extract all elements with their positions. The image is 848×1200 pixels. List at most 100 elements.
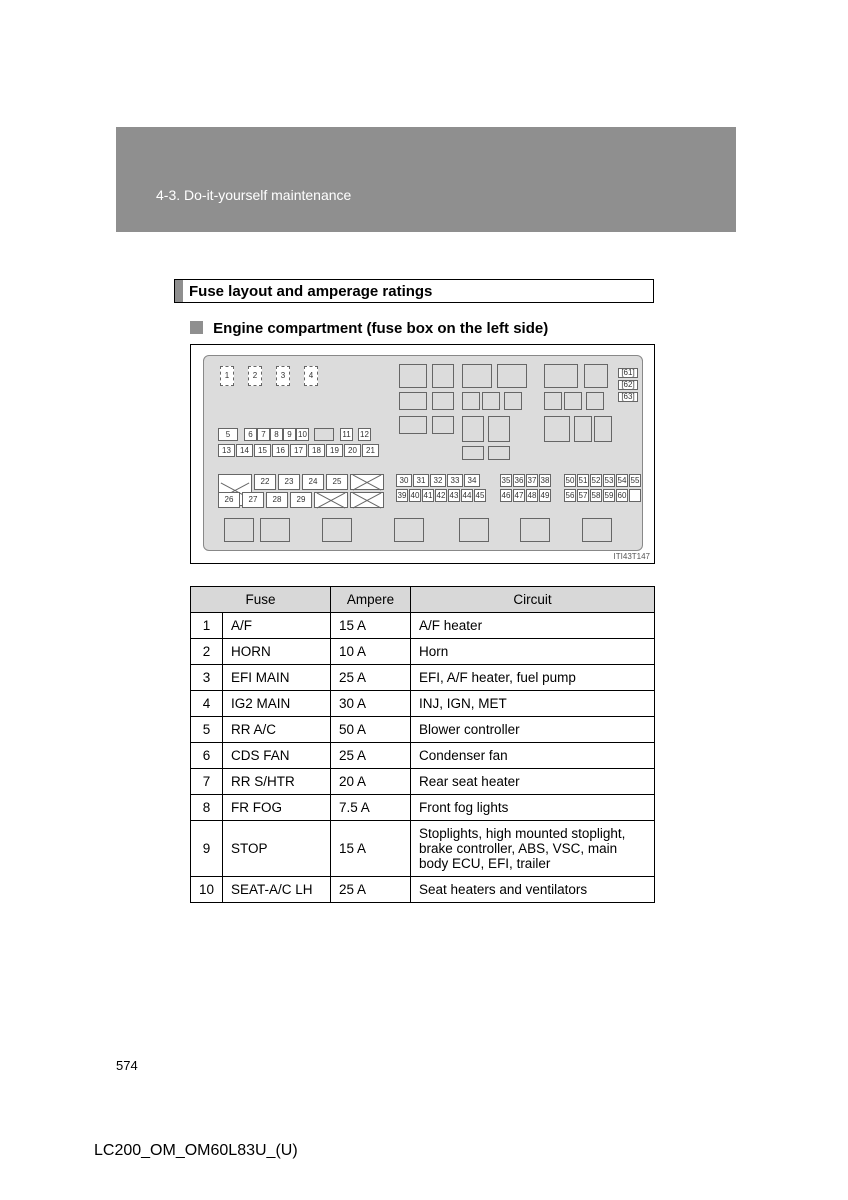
fuse-cell: 43 [448,489,460,502]
cell-circuit: Horn [411,639,655,665]
cell-num: 1 [191,613,223,639]
fuse-cell: 17 [290,444,307,457]
cell-fuse: RR A/C [223,717,331,743]
cell-num: 9 [191,821,223,877]
fuse-cell: [62] [618,380,638,390]
fuse-cell [488,416,510,442]
page-header: 4-3. Do-it-yourself maintenance [116,127,736,232]
col-circuit: Circuit [411,587,655,613]
fuse-cell: 14 [236,444,253,457]
fuse-cell: 21 [362,444,379,457]
cell-num: 3 [191,665,223,691]
fuse-cell: 31 [413,474,429,487]
fuse-cell: 30 [396,474,412,487]
cell-circuit: Front fog lights [411,795,655,821]
fuse-cell [482,392,500,410]
fuse-cell: 52 [590,474,602,487]
table-row: 10SEAT-A/C LH25 ASeat heaters and ventil… [191,877,655,903]
fuse-cell [399,364,427,388]
cell-fuse: SEAT-A/C LH [223,877,331,903]
fuse-cell: 2 [248,366,262,386]
cell-amp: 15 A [331,821,411,877]
fuse-cell [224,518,254,542]
cell-num: 6 [191,743,223,769]
accent-bar [175,280,183,302]
fuse-cell: 24 [302,474,324,490]
table-row: 7RR S/HTR20 ARear seat heater [191,769,655,795]
fuse-cell: 44 [461,489,473,502]
table-row: 3EFI MAIN25 AEFI, A/F heater, fuel pump [191,665,655,691]
fuse-cell [462,446,484,460]
fuse-cell [322,518,352,542]
fuse-cell: 29 [290,492,312,508]
footer-code: LC200_OM_OM60L83U_(U) [94,1142,298,1160]
fuse-table: Fuse Ampere Circuit 1A/F15 AA/F heater2H… [190,586,655,903]
fuse-cell [582,518,612,542]
fuse-cell: 37 [526,474,538,487]
table-row: 6CDS FAN25 ACondenser fan [191,743,655,769]
fuse-cell: 11 [340,428,353,441]
fuse-cell: 28 [266,492,288,508]
fuse-cell: 59 [603,489,615,502]
cell-amp: 30 A [331,691,411,717]
table-row: 9STOP15 AStoplights, high mounted stopli… [191,821,655,877]
fuse-cell: 16 [272,444,289,457]
cell-num: 5 [191,717,223,743]
page-number: 574 [116,1058,138,1073]
fuse-cell: 32 [430,474,446,487]
fuse-cell: 23 [278,474,300,490]
fuse-cell: 56 [564,489,576,502]
fuse-cell [432,364,454,388]
cell-amp: 25 A [331,743,411,769]
cell-num: 2 [191,639,223,665]
fuse-cell: 15 [254,444,271,457]
fuse-cell: 8 [270,428,283,441]
fuse-cell: 18 [308,444,325,457]
fuse-cell [488,446,510,460]
fuse-cell: 57 [577,489,589,502]
cell-num: 10 [191,877,223,903]
subsection-text: Engine compartment (fuse box on the left… [213,320,548,337]
fuse-cell: 39 [396,489,408,502]
col-fuse: Fuse [191,587,331,613]
fuse-cell: 27 [242,492,264,508]
fuse-cell: 48 [526,489,538,502]
cell-circuit: A/F heater [411,613,655,639]
col-ampere: Ampere [331,587,411,613]
section-title-bar: Fuse layout and amperage ratings [174,279,654,303]
cell-fuse: EFI MAIN [223,665,331,691]
fuse-cell [462,416,484,442]
fuse-cell: 38 [539,474,551,487]
fuse-cell: 9 [283,428,296,441]
fuse-cell: 53 [603,474,615,487]
cell-num: 8 [191,795,223,821]
fuse-cell: 51 [577,474,589,487]
fuse-cell [459,518,489,542]
fuse-cell [314,492,348,508]
cell-fuse: A/F [223,613,331,639]
fuse-cell: 49 [539,489,551,502]
fuse-cell [350,492,384,508]
fuse-cell: 34 [464,474,480,487]
fuse-diagram: 1234[61][62][63]567891011121314151617181… [190,344,655,564]
cell-fuse: IG2 MAIN [223,691,331,717]
fuse-cell: 5 [218,428,238,441]
fuse-cell [432,416,454,434]
breadcrumb: 4-3. Do-it-yourself maintenance [156,187,351,203]
fuse-cell [520,518,550,542]
fuse-cell: 4 [304,366,318,386]
fuse-cell: 12 [358,428,371,441]
cell-circuit: Seat heaters and ventilators [411,877,655,903]
table-row: 1A/F15 AA/F heater [191,613,655,639]
fuse-cell [504,392,522,410]
fuse-cell: 55 [629,474,641,487]
cell-circuit: Condenser fan [411,743,655,769]
table-row: 8FR FOG7.5 AFront fog lights [191,795,655,821]
subsection-heading: Engine compartment (fuse box on the left… [190,320,548,337]
cell-amp: 50 A [331,717,411,743]
fuse-cell: 35 [500,474,512,487]
cell-circuit: Stoplights, high mounted stoplight, brak… [411,821,655,877]
fuse-cell [544,364,578,388]
square-bullet-icon [190,321,203,334]
diagram-code: ITI43T147 [614,552,650,561]
